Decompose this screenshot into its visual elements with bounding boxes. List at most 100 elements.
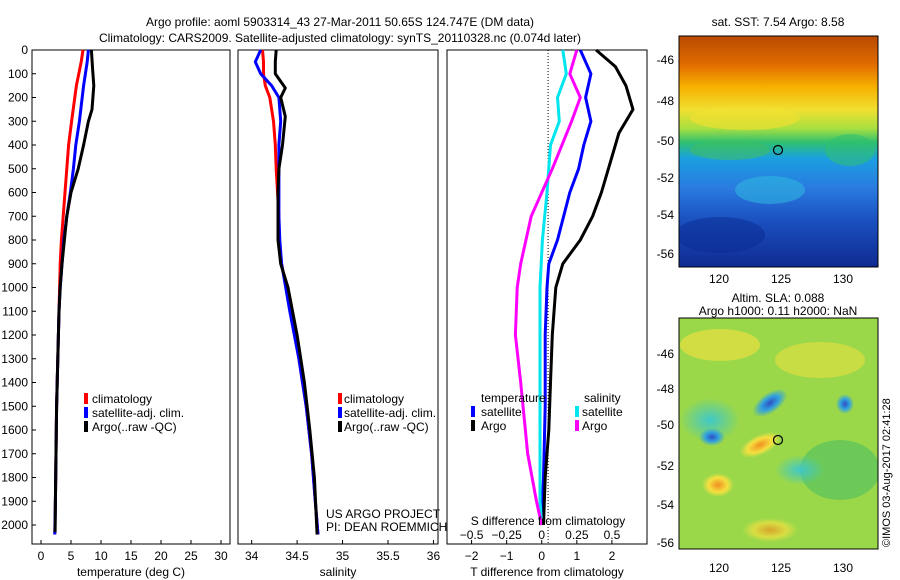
depth-tick-label: 200 [8, 91, 28, 105]
depth-tick-label: 600 [8, 186, 28, 200]
depth-tick-label: 1200 [1, 328, 28, 342]
salinity-legend: climatology satellite-adj. clim. Argo(..… [338, 392, 436, 434]
x-tick-label: 0 [38, 549, 45, 563]
pi-annotation: PI: DEAN ROEMMICH [326, 520, 447, 534]
sla-map-frame [678, 317, 879, 550]
argo-location-marker-sst [772, 144, 784, 156]
difference-series-lines [513, 48, 635, 526]
x-tick-label: 36 [427, 549, 441, 563]
x-tick-label: 30 [214, 549, 228, 563]
legend-label-climatology: climatology [344, 392, 404, 406]
sla-high-eddy-bottom [742, 518, 798, 542]
legend-label-satellite: satellite-adj. clim. [92, 406, 184, 420]
x-tick-label: 20 [154, 549, 168, 563]
sla-xtick-label: 130 [833, 561, 853, 575]
legend-swatch-argo [84, 421, 88, 432]
salinity-panel: 34 34.5 35 35.5 36 climatology satellite-adj… [237, 49, 447, 579]
s-difference-tick-labels: −0.5 −0.25 0 0.25 0.5 [460, 528, 621, 542]
sla-xtick-label: 120 [709, 561, 729, 575]
depth-tick-label: 1600 [1, 423, 28, 437]
x-tick-label: 34 [245, 549, 259, 563]
sst-xtick-label: 130 [833, 272, 853, 286]
salinity-axis-ticks: 34 34.5 35 35.5 36 [245, 540, 440, 563]
sst-ytick-label: -52 [657, 171, 675, 185]
s-difference-label: S difference from climatology [471, 514, 626, 528]
sla-cyan-region-2 [775, 455, 825, 485]
sla-xtick-label: 125 [771, 561, 791, 575]
sst-ytick-label: -46 [657, 53, 675, 67]
series-line-argo-raw-qc- [53, 49, 96, 533]
temperature-axis-ticks: 0 5 10 15 20 25 30 [38, 540, 228, 563]
difference-line-salinity-satellite [538, 49, 568, 526]
legend-swatch-satellite [338, 407, 342, 418]
sst-ytick-label: -50 [657, 134, 675, 148]
sla-low-eddy-west [699, 428, 725, 446]
s-tick-label: 0.25 [565, 528, 589, 542]
salinity-plot-frame [237, 49, 439, 545]
legend-title-salinity: salinity [584, 391, 621, 405]
depth-tick-label: 1400 [1, 376, 28, 390]
figure-title-line2: Climatology: CARS2009. Satellite-adjuste… [99, 31, 581, 45]
legend-swatch-climatology [84, 393, 88, 404]
legend-label-satellite-t: satellite [481, 405, 522, 419]
difference-line-temperature-satellite [540, 49, 593, 526]
x-tick-label: −1 [500, 549, 514, 563]
depth-tick-label: 1500 [1, 399, 28, 413]
x-tick-label: 2 [609, 549, 616, 563]
sla-map-title-line1: Altim. SLA: 0.088 [732, 291, 825, 305]
depth-tick-label: 1100 [2, 304, 28, 318]
sla-yellow-band-2 [775, 342, 865, 378]
difference-panel: −2 −1 0 1 2 temperature salinity satellite A… [446, 48, 648, 579]
sla-cyan-region [680, 398, 740, 442]
difference-legend: temperature salinity satellite Argo sate… [471, 391, 623, 433]
sst-green-patch-east [825, 134, 875, 166]
sla-ytick-label: -50 [657, 418, 675, 432]
x-tick-label: 34.5 [285, 549, 309, 563]
salinity-xlabel: salinity [320, 565, 357, 579]
legend-swatch-argo-s [575, 420, 579, 431]
x-tick-label: 5 [68, 549, 75, 563]
legend-swatch-climatology [338, 393, 342, 404]
s-tick-label: 0 [538, 528, 545, 542]
sla-ytick-label: -56 [657, 536, 675, 550]
sst-map-frame [678, 35, 879, 268]
sst-green-patch [690, 140, 770, 160]
x-tick-label: 25 [184, 549, 198, 563]
project-annotation: US ARGO PROJECT [326, 507, 441, 521]
depth-tick-label: 1000 [1, 281, 28, 295]
legend-label-climatology: climatology [92, 392, 152, 406]
temperature-panel: 0100200300400500600700800900100011001200… [1, 43, 231, 579]
sst-ytick-label: -54 [657, 208, 675, 222]
legend-label-argo-t: Argo [481, 419, 507, 433]
t-difference-xlabel: T difference from climatology [470, 565, 624, 579]
sst-dark-patch [679, 217, 765, 253]
sla-ytick-label: -54 [657, 498, 675, 512]
temperature-series-lines [53, 49, 96, 535]
legend-label-argo: Argo(..raw -QC) [344, 420, 429, 434]
legend-label-satellite: satellite-adj. clim. [344, 406, 436, 420]
depth-tick-label: 1800 [1, 471, 28, 485]
x-tick-label: 35.5 [376, 549, 400, 563]
sst-map-panel: sat. SST: 7.54 Argo: 8.58 -46 -48 -50 -5… [657, 15, 879, 286]
sla-high-eddy-south [702, 473, 734, 497]
depth-tick-label: 900 [8, 257, 28, 271]
sla-low-eddy [752, 388, 788, 418]
depth-tick-label: 0 [21, 43, 28, 57]
sla-yellow-band [680, 329, 760, 361]
salinity-series-lines [253, 49, 320, 535]
temperature-legend: climatology satellite-adj. clim. Argo(..… [84, 392, 184, 434]
depth-tick-label: 100 [8, 67, 28, 81]
sst-ytick-label: -56 [657, 247, 675, 261]
sst-xtick-label: 120 [709, 272, 729, 286]
difference-line-salinity-argo [513, 49, 582, 526]
depth-tick-label: 2000 [1, 518, 28, 532]
sst-map-title: sat. SST: 7.54 Argo: 8.58 [712, 15, 845, 29]
t-difference-axis-ticks: −2 −1 0 1 2 [465, 540, 616, 563]
sst-ytick-label: -48 [657, 94, 675, 108]
sla-low-eddy-east [836, 394, 854, 414]
sla-map-title-line2: Argo h1000: 0.11 h2000: NaN [699, 304, 858, 318]
depth-tick-label: 700 [8, 209, 28, 223]
sst-map-axes: -46 -48 -50 -52 -54 -56 120 125 130 [657, 53, 854, 286]
x-tick-label: 35 [336, 549, 350, 563]
